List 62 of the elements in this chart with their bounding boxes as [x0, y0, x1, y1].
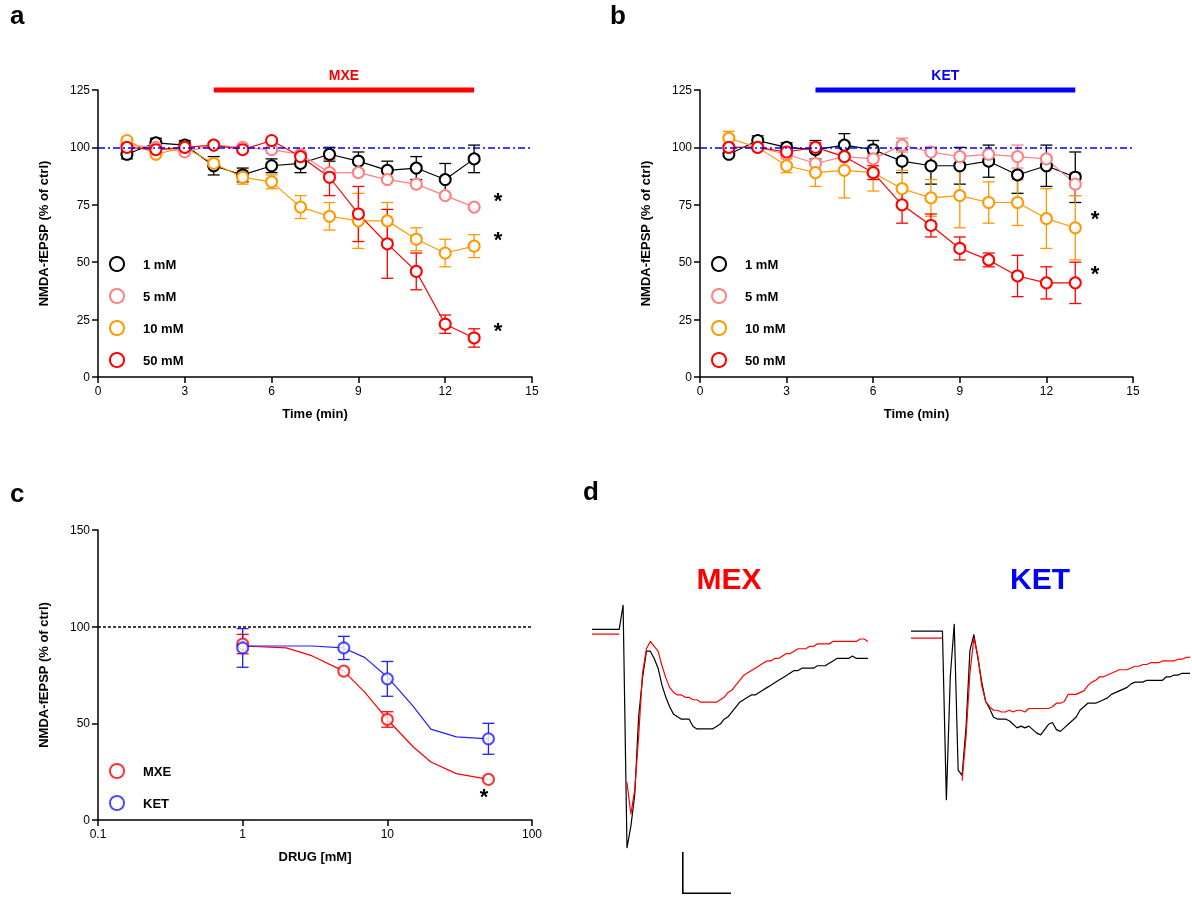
legend-label: 50 mM [143, 352, 184, 368]
legend-label: 10 mM [143, 320, 184, 336]
y-axis-title: NMDA-fEPSP (% of ctrl) [36, 602, 51, 748]
chart-title: MEX [696, 561, 762, 595]
x-tick-label: 100 [521, 827, 543, 841]
x-tick-label: 12 [438, 384, 453, 398]
text: b [610, 0, 626, 30]
y-axis-title: NMDA-fEPSP (% of ctrl) [36, 160, 51, 307]
annotation: * [1090, 260, 1100, 286]
y-tick-label: 75 [678, 197, 693, 212]
legend-label: 5 mM [143, 288, 177, 304]
text: d [583, 476, 599, 506]
y-tick-label: 75 [76, 197, 91, 212]
y-tick-label: 50 [76, 255, 91, 270]
annotation: * [1090, 205, 1100, 231]
y-tick-label: 25 [678, 312, 693, 327]
x-tick-label: 9 [355, 384, 363, 398]
y-axis-title: NMDA-fEPSP (% of ctrl) [638, 160, 653, 307]
series-label: MXE [328, 67, 360, 83]
x-tick-label: 10 [380, 827, 395, 841]
y-tick-label: 0 [685, 370, 693, 384]
annotation: * [493, 317, 503, 343]
x-tick-label: 12 [1039, 384, 1054, 398]
annotation: * [493, 226, 503, 252]
y-tick-label: 125 [671, 83, 693, 97]
legend-label: 5 mM [745, 288, 779, 304]
x-tick-label: 6 [268, 384, 276, 398]
y-tick-label: 100 [671, 140, 693, 155]
x-tick-label: 15 [525, 384, 539, 398]
x-tick-label: 1 [239, 827, 247, 841]
chart-title: KET [1010, 561, 1070, 595]
x-axis-title: Time (min) [883, 406, 950, 421]
x-tick-label: 15 [1126, 384, 1140, 398]
legend-label: 1 mM [143, 256, 177, 272]
annotation: * [493, 187, 503, 213]
y-tick-label: 125 [69, 83, 91, 97]
y-tick-label: 100 [69, 619, 91, 634]
annotation: * [479, 783, 489, 809]
text: c [10, 478, 25, 508]
x-tick-label: 0.1 [89, 827, 107, 841]
legend-label: 10 mM [745, 320, 786, 336]
y-tick-label: 50 [678, 255, 693, 270]
x-axis-title: Time (min) [282, 406, 348, 421]
x-tick-label: 0 [94, 384, 102, 398]
legend-label: 1 mM [745, 256, 779, 272]
legend-label: 50 mM [745, 352, 786, 368]
x-tick-label: 9 [956, 384, 964, 398]
y-tick-label: 150 [69, 523, 91, 537]
legend-label: MXE [143, 763, 172, 779]
y-tick-label: 25 [76, 312, 91, 327]
text: a [10, 0, 25, 30]
x-tick-label: 0 [696, 384, 704, 398]
x-tick-label: 3 [181, 384, 189, 398]
y-tick-label: 50 [76, 716, 91, 731]
series-label: KET [931, 67, 960, 83]
y-tick-label: 100 [69, 140, 91, 155]
x-axis-title: DRUG [mM] [278, 849, 352, 864]
x-tick-label: 3 [783, 384, 791, 398]
y-tick-label: 0 [83, 813, 91, 827]
x-tick-label: 6 [869, 384, 877, 398]
legend-label: KET [143, 795, 170, 811]
y-tick-label: 0 [83, 370, 91, 384]
